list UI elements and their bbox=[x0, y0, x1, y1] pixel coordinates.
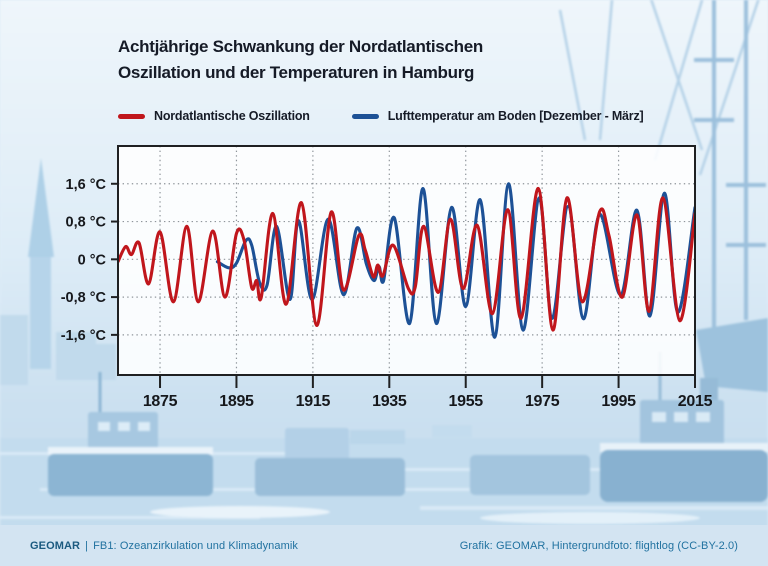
church-tower-shape bbox=[30, 257, 51, 369]
temperature-line-swatch bbox=[351, 113, 379, 119]
y-tick-label: -0,8 °C bbox=[61, 290, 107, 306]
tall-ship-hull-shape bbox=[696, 318, 768, 392]
legend-label-temperature: Lufttemperatur am Boden [Dezember - März… bbox=[387, 109, 644, 123]
page-title-line1: Achtjährige Schwankung der Nordatlantisc… bbox=[118, 37, 483, 56]
x-tick-label: 1995 bbox=[601, 393, 636, 410]
nao-line-swatch bbox=[118, 113, 145, 119]
footer-bar: GEOMAR | FB1: Ozeanzirkulation und Klimady… bbox=[0, 525, 768, 566]
x-tick-label: 1895 bbox=[219, 393, 254, 410]
axis-ticks bbox=[111, 182, 696, 388]
x-tick-label: 1955 bbox=[449, 393, 484, 410]
footer-separator: | bbox=[85, 539, 89, 552]
page-title-line2: Oszillation und der Temperaturen in Hamb… bbox=[118, 63, 475, 82]
buildings-shape bbox=[0, 315, 116, 385]
x-tick-label: 2015 bbox=[678, 393, 713, 410]
geomar-logo-text: GEOMAR bbox=[30, 539, 81, 552]
chart-series bbox=[118, 182, 695, 339]
footer-credit: Grafik: GEOMAR, Hintergrundfoto: flightl… bbox=[459, 539, 738, 552]
footer-department: FB1: Ozeanzirkulation und Klimadynamik bbox=[93, 539, 299, 552]
legend-item-nao: Nordatlantische Oszillation bbox=[118, 109, 310, 123]
page-title: Achtjährige Schwankung der Nordatlantisc… bbox=[118, 34, 483, 86]
x-tick-label: 1935 bbox=[372, 393, 407, 410]
footer-attribution: GEOMAR | FB1: Ozeanzirkulation und Klimady… bbox=[30, 540, 298, 552]
y-tick-label: 1,6 °C bbox=[66, 177, 107, 193]
plot-area bbox=[118, 146, 695, 375]
plot-frame bbox=[117, 145, 696, 376]
ship-rigging-shape bbox=[558, 0, 760, 176]
x-axis-labels: 1875 1895 1915 1935 1955 1975 1995 2015 bbox=[143, 393, 713, 410]
chart-legend: Nordatlantische Oszillation Lufttemperat… bbox=[118, 109, 644, 123]
x-tick-label: 1975 bbox=[525, 393, 560, 410]
y-tick-label: 0 °C bbox=[78, 252, 107, 268]
y-axis-labels: 1,6 °C 0,8 °C 0 °C -0,8 °C -1,6 °C bbox=[61, 177, 107, 344]
boats-shape bbox=[48, 352, 768, 524]
series-line-nao bbox=[118, 186, 695, 332]
x-tick-label: 1915 bbox=[296, 393, 331, 410]
x-tick-label: 1875 bbox=[143, 393, 178, 410]
church-spire-shape bbox=[28, 158, 54, 257]
legend-label-nao: Nordatlantische Oszillation bbox=[154, 109, 310, 123]
y-tick-label: -1,6 °C bbox=[61, 328, 107, 344]
tall-ship-masts-shape bbox=[694, 0, 766, 330]
legend-item-temperature: Lufttemperatur am Boden [Dezember - März… bbox=[351, 109, 644, 123]
y-tick-label: 0,8 °C bbox=[66, 215, 107, 231]
